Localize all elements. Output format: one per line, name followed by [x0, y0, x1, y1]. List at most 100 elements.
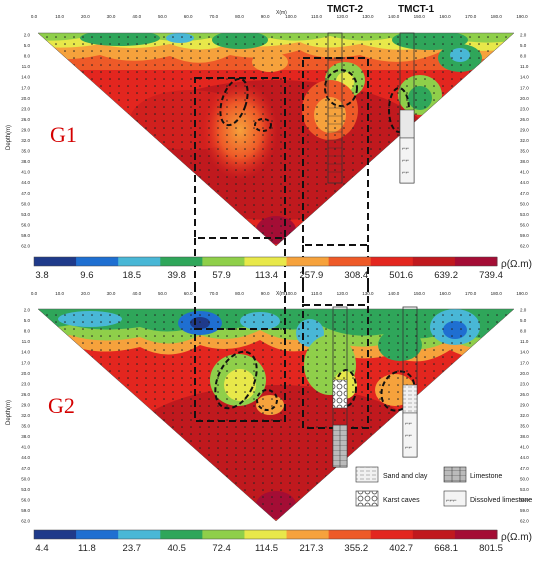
g1-x-tick-12: 120.0: [337, 14, 349, 19]
g2-x-tick-18: 180.0: [491, 291, 503, 296]
g1-x-tick-4: 40.0: [132, 14, 141, 19]
g1-colorbar-value-9: 639.2: [434, 270, 458, 281]
lithology-legend: Sand and clay Limestone Karst caves ⌐⌐⌐ …: [355, 466, 532, 507]
g1-tmct1-label: TMCT-1: [398, 4, 435, 15]
g2-colorbar-value-3: 40.5: [167, 543, 186, 554]
g1-x-tick-17: 170.0: [465, 14, 477, 19]
g2-x-tick-15: 150.0: [414, 291, 426, 296]
g1-borehole-tmct1: ⌐⌐ ⌐⌐ ⌐⌐: [399, 32, 415, 184]
g1-depth-tick-17: 53.0: [21, 212, 30, 217]
g2-profile-label: G2: [48, 393, 75, 418]
g1-karst-outline-1: [219, 77, 249, 127]
g2-x-tick-6: 60.0: [184, 291, 193, 296]
g1-depth-tick-right-6: 20.0: [520, 96, 529, 101]
g2-colorbar-swatch-4: [202, 530, 245, 539]
g1-colorbar-value-3: 39.8: [167, 270, 186, 281]
g1-colorbar-swatch-2: [118, 257, 161, 266]
g1-colorbar-values: 3.8 9.6 18.5 39.8 57.9 113.4 257.9 308.4 501.6 63…: [35, 270, 503, 281]
g1-x-tick-15: 150.0: [414, 14, 426, 19]
g1-depth-tick-right-18: 56.0: [520, 222, 529, 227]
g1-depth-tick-right-11: 35.0: [520, 149, 529, 154]
g1-x-tick-5: 50.0: [158, 14, 167, 19]
g2-unit-label: ρ(Ω.m): [501, 532, 532, 543]
g1-depth-label: Depth(m): [6, 125, 12, 150]
g2-x-tick-3: 30.0: [107, 291, 116, 296]
legend-cave-swatch: [355, 490, 379, 507]
g2-x-tick-16: 160.0: [439, 291, 451, 296]
g2-x-tick-1: 10.0: [55, 291, 64, 296]
g2-depth-tick-right-13: 41.0: [520, 445, 529, 450]
g1-depth-tick-right-14: 44.0: [520, 180, 529, 185]
g2-x-ticks: 0.0 10.0 20.0 30.0 40.0 50.0 60.0 70.0 80.0 90.0 1…: [31, 291, 528, 296]
g2-depth-tick-19: 59.0: [21, 508, 30, 513]
g2-depth-tick-right-1: 5.0: [520, 318, 527, 323]
g2-x-tick-12: 120.0: [337, 291, 349, 296]
g2-depth-tick-right-17: 53.0: [520, 487, 529, 492]
g1-colorbar-value-8: 501.6: [389, 270, 413, 281]
g1-depth-tick-2: 8.0: [24, 54, 31, 59]
g2-depth-tick-7: 23.0: [21, 381, 30, 386]
g1-x-tick-0: 0.0: [31, 14, 38, 19]
g2-colorbar-swatch-7: [328, 530, 372, 539]
g1-depth-tick-right-20: 62.0: [520, 244, 529, 249]
g2-depth-tick-11: 35.0: [21, 424, 30, 429]
svg-text:⌐⌐⌐: ⌐⌐⌐: [446, 498, 457, 504]
g2-depth-tick-12: 38.0: [21, 434, 30, 439]
g2-depth-tick-1: 5.0: [24, 318, 31, 323]
g1-x-tick-9: 90.0: [261, 14, 270, 19]
g1-depth-tick-right-4: 14.0: [520, 75, 529, 80]
svg-text:⌐⌐: ⌐⌐: [402, 170, 410, 176]
g1-depth-tick-5: 17.0: [21, 85, 30, 90]
g1-colorbar-value-1: 9.6: [80, 270, 93, 281]
g2-x-tick-17: 170.0: [465, 291, 477, 296]
g1-x-tick-2: 20.0: [81, 14, 90, 19]
g2-depth-label: Depth(m): [6, 400, 12, 425]
g1-depth-tick-18: 56.0: [21, 222, 30, 227]
g1-colorbar-value-10: 739.4: [479, 270, 503, 281]
legend-cave-label: Karst caves: [383, 497, 420, 504]
g1-depth-tick-14: 44.0: [21, 180, 30, 185]
g1-x-tick-1: 10.0: [55, 14, 64, 19]
g2-anomaly-box-left: [194, 328, 286, 422]
g2-colorbar-value-2: 23.7: [123, 543, 142, 554]
g1-depth-tick-13: 41.0: [21, 170, 30, 175]
g1-depth-tick-right-15: 47.0: [520, 191, 529, 196]
g2-depth-tick-9: 29.0: [21, 402, 30, 407]
g1-tmct2-label: TMCT-2: [327, 4, 364, 15]
g2-depth-tick-17: 53.0: [21, 487, 30, 492]
g1-depth-tick-right-17: 53.0: [520, 212, 529, 217]
g1-colorbar-value-2: 18.5: [123, 270, 142, 281]
g2-depth-tick-right-2: 8.0: [520, 329, 527, 334]
svg-text:⌐⌐: ⌐⌐: [402, 158, 410, 164]
g2-depth-tick-2: 8.0: [24, 329, 31, 334]
g1-colorbar-value-0: 3.8: [35, 270, 48, 281]
g1-anomaly-box-left: [194, 77, 286, 239]
g2-x-tick-7: 70.0: [209, 291, 218, 296]
g1-karst-outline-3: [324, 69, 358, 107]
g1-colorbar-swatch-8: [370, 257, 414, 266]
g1-x-tick-16: 160.0: [439, 14, 451, 19]
g1-resistivity-field: [38, 33, 514, 246]
svg-text:⌐⌐: ⌐⌐: [402, 146, 410, 152]
g2-colorbar-value-9: 668.1: [434, 543, 458, 554]
g1-depth-tick-6: 20.0: [21, 96, 30, 101]
legend-limestone-label: Limestone: [470, 473, 502, 480]
g1-x-tick-11: 110.0: [311, 14, 322, 19]
g2-colorbar-value-10: 801.5: [479, 543, 503, 554]
g1-anomaly-box-right: [302, 57, 369, 246]
g2-x-tick-11: 110.0: [311, 291, 322, 296]
g2-depth-tick-right-15: 47.0: [520, 466, 529, 471]
g1-colorbar-swatch-10: [454, 257, 498, 266]
g1-x-tick-19: 190.0: [516, 14, 528, 19]
g2-karst-outline-2: [256, 389, 278, 411]
svg-text:⌐⌐: ⌐⌐: [405, 421, 413, 427]
g2-depth-tick-right-0: 2.0: [520, 308, 527, 313]
g1-profile-label: G1: [50, 122, 77, 147]
g1-depth-tick-right-7: 23.0: [520, 106, 529, 111]
g2-colorbar-swatch-6: [286, 530, 330, 539]
legend-dissolved-label: Dissolved limestone: [470, 497, 532, 504]
g1-colorbar: [33, 256, 498, 267]
g1-depth-tick-8: 26.0: [21, 117, 30, 122]
g2-depth-tick-right-10: 32.0: [520, 413, 529, 418]
g1-depth-tick-right-16: 50.0: [520, 201, 529, 206]
